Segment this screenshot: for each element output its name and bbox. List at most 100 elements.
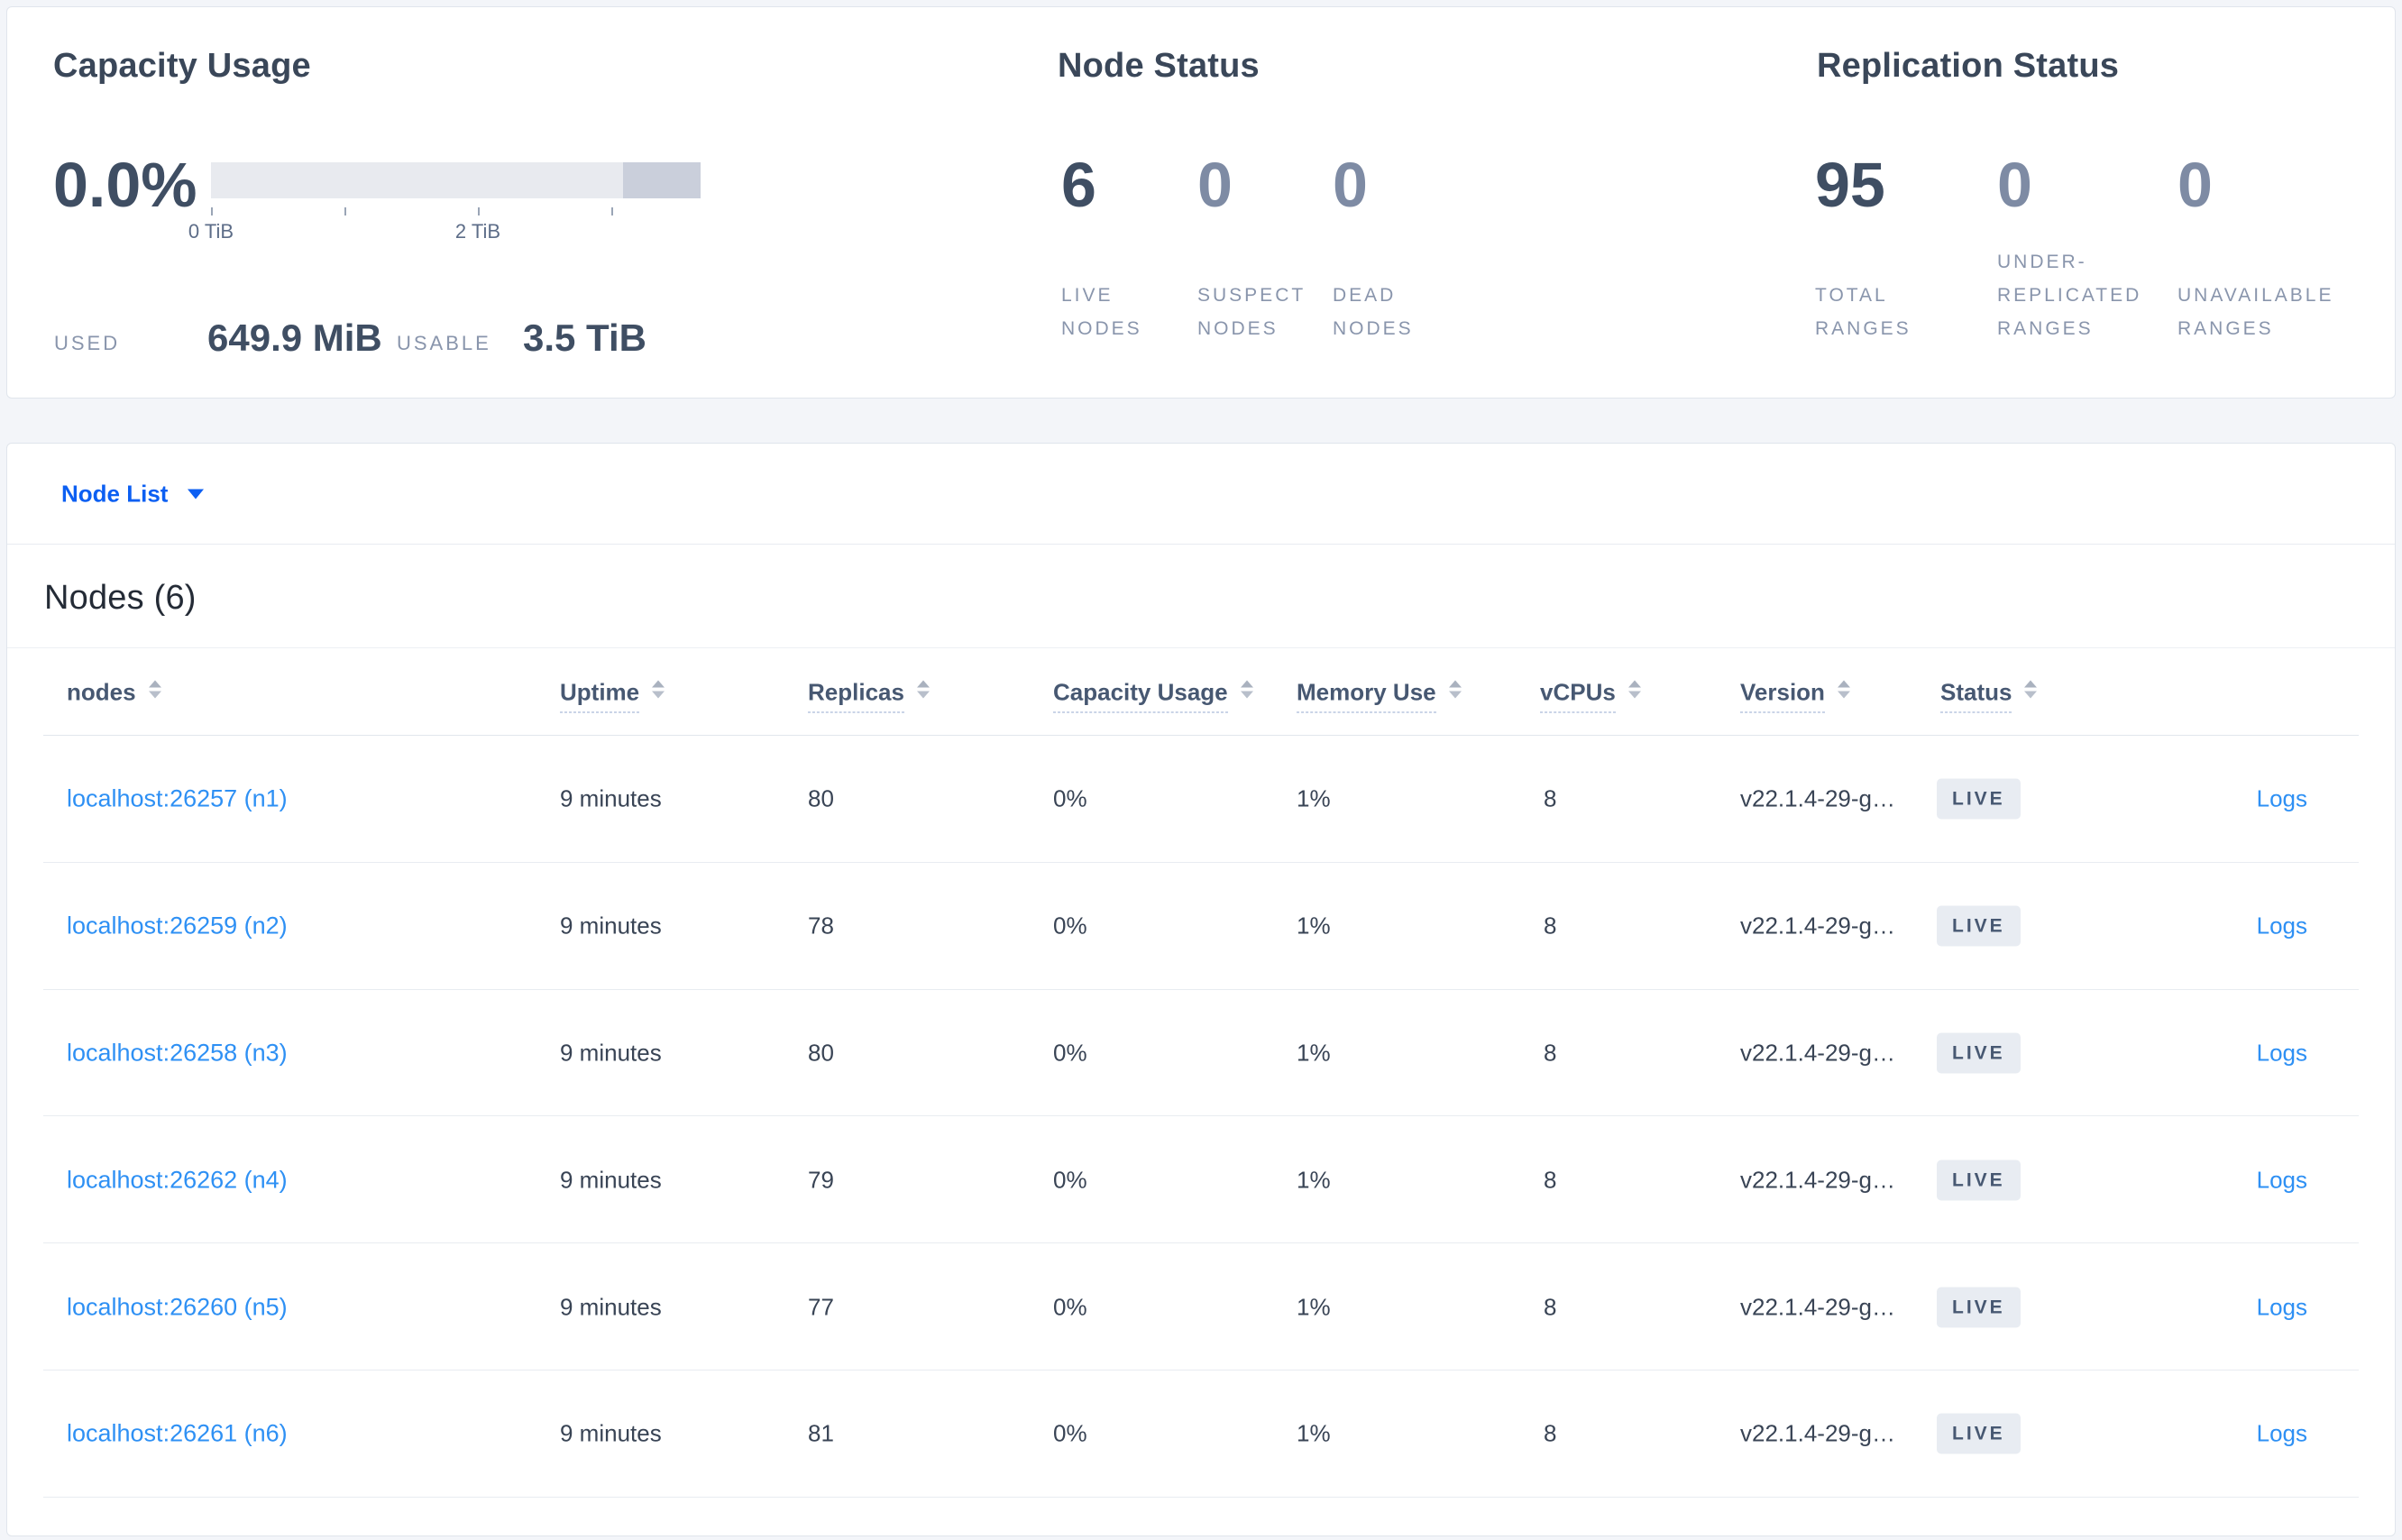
stat-value: 95: [1815, 150, 1885, 220]
capacity-cell: 0%: [1053, 1166, 1087, 1194]
nodes-table-header: nodes Uptime Replicas Capacity Usage Mem…: [7, 647, 2395, 736]
stat-label: LIVE NODES: [1061, 285, 1142, 339]
used-value: 649.9 MiB: [207, 316, 382, 359]
column-header-nodes[interactable]: nodes: [67, 678, 161, 706]
capacity-percent-value: 0.0%: [53, 150, 197, 220]
table-row: localhost:26258 (n3) 9 minutes 80 0% 1% …: [7, 990, 2395, 1117]
uptime-cell: 9 minutes: [560, 912, 662, 940]
sort-icon: [916, 680, 930, 698]
table-row: localhost:26261 (n6) 9 minutes 81 0% 1% …: [7, 1370, 2395, 1498]
capacity-cell: 0%: [1053, 784, 1087, 812]
memory-cell: 1%: [1297, 784, 1331, 812]
column-header-vcpus[interactable]: vCPUs: [1540, 678, 1641, 712]
column-header-capacity-usage[interactable]: Capacity Usage: [1053, 678, 1253, 712]
status-badge: LIVE: [1937, 1160, 2021, 1201]
status-cell: LIVE: [1937, 1287, 2021, 1328]
usable-label: USABLE: [397, 332, 491, 354]
nodes-table-body: localhost:26257 (n1) 9 minutes 80 0% 1% …: [7, 736, 2395, 1498]
stat-label: UNAVAILABLE RANGES: [2177, 285, 2334, 339]
header-divider: [43, 735, 2359, 736]
logs-link[interactable]: Logs: [2256, 1039, 2307, 1067]
status-badge: LIVE: [1937, 778, 2021, 820]
node-status-title: Node Status: [1058, 47, 1260, 85]
logs-link[interactable]: Logs: [2256, 1293, 2307, 1321]
sort-icon: [652, 680, 665, 698]
stat-value: 6: [1061, 150, 1096, 220]
uptime-cell: 9 minutes: [560, 1293, 662, 1321]
stat-label: DEAD NODES: [1333, 285, 1414, 339]
capacity-cell: 0%: [1053, 1039, 1087, 1067]
capacity-bar: [211, 162, 701, 198]
memory-cell: 1%: [1297, 1293, 1331, 1321]
memory-cell: 1%: [1297, 912, 1331, 940]
replicas-cell: 79: [808, 1166, 834, 1194]
suspect-nodes-stat: 0 SUSPECT NODES: [1197, 151, 1333, 345]
status-cell: LIVE: [1937, 778, 2021, 820]
vcpus-cell: 8: [1544, 784, 1557, 812]
stat-label: UNDER-REPLICATED RANGES: [1997, 252, 2142, 339]
replicas-cell: 81: [808, 1419, 834, 1447]
logs-link[interactable]: Logs: [2256, 1419, 2307, 1447]
live-nodes-stat: 6 LIVE NODES: [1061, 151, 1178, 345]
node-list-dropdown[interactable]: Node List: [61, 480, 205, 508]
vcpus-cell: 8: [1544, 1293, 1557, 1321]
node-link[interactable]: localhost:26257 (n1): [67, 784, 288, 812]
sort-icon: [1448, 680, 1462, 698]
logs-link[interactable]: Logs: [2256, 1166, 2307, 1194]
row-divider: [43, 1242, 2359, 1244]
node-list-dropdown-label: Node List: [61, 480, 169, 507]
table-row: localhost:26259 (n2) 9 minutes 78 0% 1% …: [7, 863, 2395, 990]
row-divider: [43, 1115, 2359, 1117]
column-header-uptime[interactable]: Uptime: [560, 678, 665, 712]
vcpus-cell: 8: [1544, 1419, 1557, 1447]
axis-tick: [211, 207, 213, 215]
nodes-table-title: Nodes (6): [44, 579, 197, 617]
capacity-cell: 0%: [1053, 1293, 1087, 1321]
version-cell: v22.1.4-29-g…: [1740, 912, 1895, 940]
uptime-cell: 9 minutes: [560, 1419, 662, 1447]
sort-icon: [2024, 680, 2038, 698]
node-link[interactable]: localhost:26261 (n6): [67, 1419, 288, 1447]
table-row: localhost:26257 (n1) 9 minutes 80 0% 1% …: [7, 736, 2395, 863]
used-label: USED: [54, 332, 121, 354]
total-ranges-stat: 95 TOTAL RANGES: [1815, 151, 1941, 345]
view-selector-bar: Node List: [7, 444, 2395, 545]
version-cell: v22.1.4-29-g…: [1740, 1039, 1895, 1067]
table-row: localhost:26262 (n4) 9 minutes 79 0% 1% …: [7, 1116, 2395, 1244]
row-divider: [43, 1496, 2359, 1498]
vcpus-cell: 8: [1544, 912, 1557, 940]
version-cell: v22.1.4-29-g…: [1740, 784, 1895, 812]
status-cell: LIVE: [1937, 1160, 2021, 1201]
column-header-version[interactable]: Version: [1740, 678, 1850, 712]
replicas-cell: 77: [808, 1293, 834, 1321]
node-link[interactable]: localhost:26260 (n5): [67, 1293, 288, 1321]
status-badge: LIVE: [1937, 905, 2021, 947]
uptime-cell: 9 minutes: [560, 1039, 662, 1067]
memory-cell: 1%: [1297, 1166, 1331, 1194]
row-divider: [43, 988, 2359, 990]
vcpus-cell: 8: [1544, 1039, 1557, 1067]
replication-status-title: Replication Status: [1817, 47, 2120, 85]
node-list-card: Node List Nodes (6) nodes Uptime Replica…: [6, 443, 2396, 1536]
logs-link[interactable]: Logs: [2256, 912, 2307, 940]
column-header-status[interactable]: Status: [1940, 678, 2038, 712]
axis-tick-label: 0 TiB: [188, 220, 234, 243]
unavailable-ranges-stat: 0 UNAVAILABLE RANGES: [2177, 151, 2367, 345]
column-header-memory-use[interactable]: Memory Use: [1297, 678, 1462, 712]
row-divider: [43, 861, 2359, 863]
logs-link[interactable]: Logs: [2256, 784, 2307, 812]
axis-tick: [344, 207, 346, 215]
memory-cell: 1%: [1297, 1039, 1331, 1067]
node-link[interactable]: localhost:26259 (n2): [67, 912, 288, 940]
node-link[interactable]: localhost:26258 (n3): [67, 1039, 288, 1067]
cluster-summary-card: Capacity Usage 0.0% 0 TiB 2 TiB USED 649…: [6, 6, 2396, 399]
node-link[interactable]: localhost:26262 (n4): [67, 1166, 288, 1194]
uptime-cell: 9 minutes: [560, 784, 662, 812]
column-header-replicas[interactable]: Replicas: [808, 678, 930, 712]
axis-tick: [478, 207, 480, 215]
axis-tick-label: 2 TiB: [454, 220, 501, 243]
version-cell: v22.1.4-29-g…: [1740, 1293, 1895, 1321]
stat-value: 0: [1333, 150, 1368, 220]
status-badge: LIVE: [1937, 1413, 2021, 1454]
